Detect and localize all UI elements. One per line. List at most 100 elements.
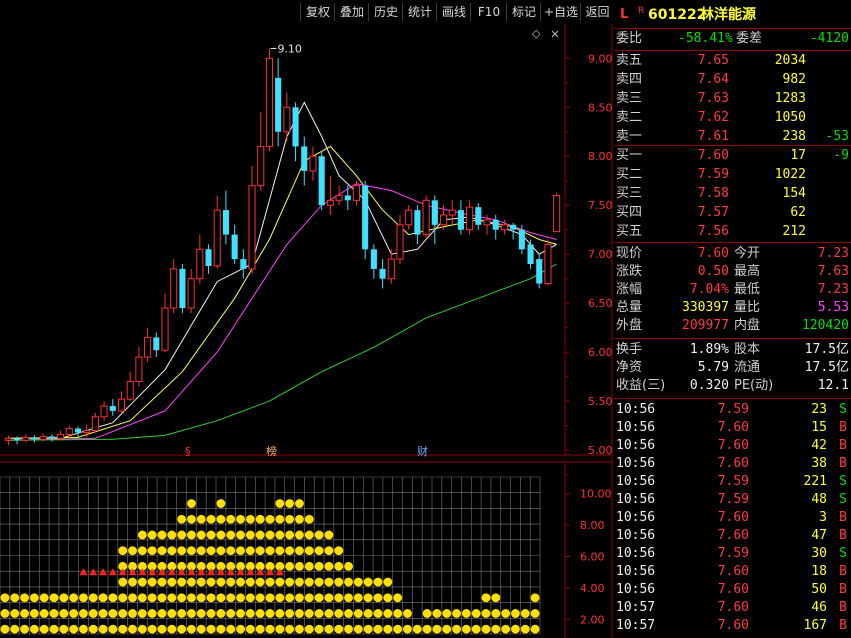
fuquan-button[interactable]: 复权 xyxy=(300,3,335,21)
signal-dot xyxy=(236,546,245,556)
signal-dot xyxy=(403,624,412,634)
jingzi-label: 净资 xyxy=(616,360,643,375)
signal-dot xyxy=(29,609,39,618)
zhangdie-label: 涨跌 xyxy=(616,264,643,279)
signal-dot xyxy=(393,624,403,634)
add-favorite-button[interactable]: +自选 xyxy=(540,3,581,21)
candle-body xyxy=(31,437,38,440)
signal-dot xyxy=(314,530,324,540)
signal-dot xyxy=(187,546,196,556)
signal-dot xyxy=(255,514,265,524)
bid-level[interactable]: 买一 7.60 17 -9 xyxy=(614,147,851,165)
signal-dot xyxy=(373,577,383,587)
signal-dot xyxy=(206,609,216,618)
signal-dot xyxy=(285,514,295,524)
event-mark-cai[interactable]: 财 xyxy=(417,444,428,458)
mark-button[interactable]: 标记 xyxy=(506,3,541,21)
signal-dot xyxy=(59,609,69,618)
zuigao-value: 7.63 xyxy=(817,264,849,279)
bid-level[interactable]: 买四 7.57 62 xyxy=(614,204,851,222)
ask-level[interactable]: 卖四 7.64 982 xyxy=(614,71,851,89)
draw-line-button[interactable]: 画线 xyxy=(436,3,471,21)
signal-dot xyxy=(481,593,491,603)
signal-dot xyxy=(285,546,295,556)
signal-dot xyxy=(530,624,540,634)
liangbi-value: 5.53 xyxy=(817,300,849,315)
signal-dot xyxy=(275,577,285,587)
statistics-button[interactable]: 统计 xyxy=(402,3,437,21)
signal-dot xyxy=(0,609,10,618)
weicha-value: -4120 xyxy=(809,31,849,46)
signal-dot xyxy=(393,609,403,618)
signal-dot xyxy=(314,577,324,587)
signal-dot xyxy=(432,609,442,618)
diamond-icon[interactable]: ◇ xyxy=(532,27,541,40)
overlay-button[interactable]: 叠加 xyxy=(334,3,369,21)
signal-dot xyxy=(147,593,157,603)
candle-down xyxy=(492,215,499,240)
f10-button[interactable]: F10 xyxy=(470,3,507,21)
candle-up xyxy=(500,219,508,235)
candle-up xyxy=(4,435,12,446)
candle-down xyxy=(379,259,386,289)
candle-body xyxy=(483,219,491,226)
signal-dot xyxy=(147,561,157,571)
level-price: 7.57 xyxy=(697,205,729,220)
red-signal-mark xyxy=(216,568,225,576)
ask-level[interactable]: 卖三 7.63 1283 xyxy=(614,90,851,108)
bid-level[interactable]: 买三 7.58 154 xyxy=(614,185,851,203)
signal-dot xyxy=(481,609,491,618)
price-tick-label: 6.00 xyxy=(588,346,613,359)
ask-level[interactable]: 卖五 7.65 2034 xyxy=(614,52,851,70)
zuidi-value: 7.23 xyxy=(817,282,849,297)
signal-dot xyxy=(137,609,147,618)
bid-level[interactable]: 买二 7.59 1022 xyxy=(614,166,851,184)
ask-level[interactable]: 卖一 7.61 238 -53 xyxy=(614,128,851,146)
signal-dot xyxy=(88,593,98,603)
red-signal-mark xyxy=(207,568,216,576)
signal-dot xyxy=(128,624,137,634)
signal-dot xyxy=(39,593,49,603)
signal-dot xyxy=(275,514,285,524)
kline-chart[interactable]: ◇ 9.00 8.50 8.00 7.50 7.00 6.50 6.00 5.50 5.00 9… xyxy=(0,0,613,638)
candle-body xyxy=(22,436,30,441)
close-icon[interactable] xyxy=(551,30,559,38)
signal-dot xyxy=(245,624,255,634)
red-signal-mark xyxy=(266,568,274,576)
signal-dot xyxy=(373,624,383,634)
signal-dot xyxy=(501,609,511,618)
candle-up xyxy=(335,185,343,206)
bid-level[interactable]: 买五 7.56 212 xyxy=(614,223,851,241)
signal-dot xyxy=(157,609,167,618)
signal-dot xyxy=(147,609,157,618)
tick-price: 7.59 xyxy=(717,492,749,507)
signal-dot xyxy=(196,624,206,634)
candle-up xyxy=(396,215,404,264)
candle-body xyxy=(100,405,108,418)
candle-up xyxy=(387,249,395,284)
signal-dot xyxy=(295,561,304,571)
signal-dot xyxy=(461,609,471,618)
signal-dot xyxy=(314,546,324,556)
back-button[interactable]: 返回 xyxy=(580,3,614,21)
signal-dot xyxy=(226,514,236,524)
signal-dot xyxy=(177,609,187,618)
event-mark-s[interactable]: § xyxy=(185,445,191,458)
signal-dot xyxy=(304,593,314,603)
candle-body xyxy=(414,210,421,235)
signal-dot xyxy=(275,499,285,508)
candle-up xyxy=(309,146,317,181)
candle-body xyxy=(265,57,273,147)
signal-dot xyxy=(334,577,344,587)
level-price: 7.61 xyxy=(697,129,729,144)
ask-level[interactable]: 卖二 7.62 1050 xyxy=(614,109,851,127)
tick-row: 10:56 7.60 18 B xyxy=(614,563,851,581)
tick-side: B xyxy=(839,528,847,543)
signal-dot xyxy=(187,593,196,603)
history-button[interactable]: 历史 xyxy=(368,3,403,21)
signal-dot xyxy=(108,609,118,618)
candle-body xyxy=(301,146,308,171)
signal-dot xyxy=(304,530,314,540)
event-mark-bang[interactable]: 榜 xyxy=(266,444,277,458)
